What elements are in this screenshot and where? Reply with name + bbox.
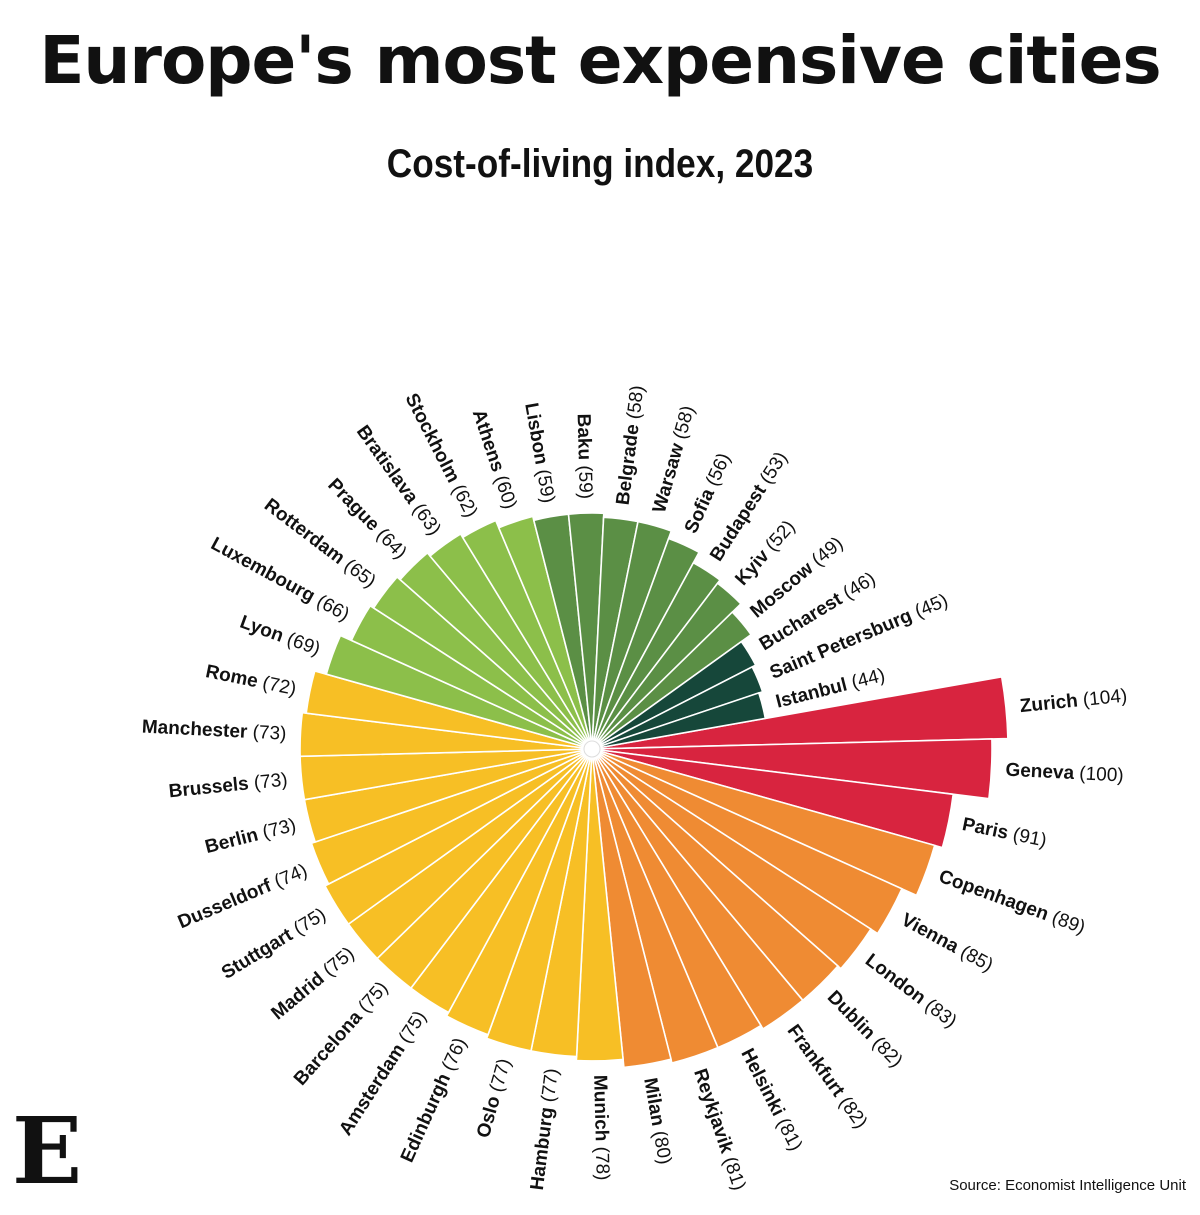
bar-stuttgart bbox=[323, 748, 593, 926]
bar-rotterdam bbox=[372, 575, 593, 750]
label-munich: Munich (78) bbox=[590, 1075, 614, 1181]
label-oslo: Oslo (77) bbox=[473, 1056, 515, 1140]
bar-vienna bbox=[591, 748, 903, 935]
label-reykjavik: Reykjavik (81) bbox=[690, 1066, 750, 1193]
bar-munich bbox=[575, 748, 624, 1062]
bar-stockholm bbox=[461, 519, 593, 750]
label-frankfurt: Frankfurt (82) bbox=[783, 1021, 872, 1133]
bar-moscow bbox=[591, 610, 753, 750]
bar-group bbox=[299, 512, 1009, 1069]
bar-reykjavik bbox=[591, 748, 719, 1064]
bar-istanbul bbox=[591, 691, 767, 750]
bar-geneva bbox=[591, 738, 993, 800]
label-manchester: Manchester (73) bbox=[141, 716, 287, 744]
bar-milan bbox=[591, 748, 672, 1069]
bar-london bbox=[591, 748, 873, 970]
bar-budapest bbox=[591, 561, 722, 750]
bar-bucharest bbox=[591, 640, 757, 750]
bar-athens bbox=[497, 515, 593, 750]
label-lisbon: Lisbon (59) bbox=[521, 401, 559, 504]
bar-prague bbox=[398, 551, 593, 750]
label-london: London (83) bbox=[861, 950, 960, 1032]
label-rome: Rome (72) bbox=[204, 661, 298, 700]
publisher-logo: E bbox=[12, 1097, 83, 1205]
bar-frankfurt bbox=[591, 748, 804, 1030]
bar-edinburgh bbox=[445, 748, 593, 1036]
bar-kyiv bbox=[591, 582, 743, 750]
label-geneva: Geneva (100) bbox=[1005, 759, 1124, 786]
label-warsaw: Warsaw (58) bbox=[648, 403, 698, 515]
label-paris: Paris (91) bbox=[960, 814, 1048, 852]
label-zurich: Zurich (104) bbox=[1019, 685, 1128, 717]
label-athens: Athens (60) bbox=[468, 407, 521, 512]
label-belgrade: Belgrade (58) bbox=[612, 384, 648, 506]
chart-title: Europe's most expensive cities bbox=[39, 22, 1161, 99]
bar-lyon bbox=[325, 634, 593, 750]
label-madrid: Madrid (75) bbox=[267, 943, 358, 1024]
bar-copenhagen bbox=[591, 748, 936, 897]
label-dublin: Dublin (82) bbox=[823, 986, 907, 1071]
label-brussels: Brussels (73) bbox=[168, 769, 289, 802]
bar-bratislava bbox=[428, 532, 593, 750]
label-helsinki: Helsinki (81) bbox=[737, 1045, 807, 1154]
source-note: Source: Economist Intelligence Unit bbox=[949, 1177, 1186, 1194]
bar-oslo bbox=[485, 748, 593, 1052]
chart-subtitle: Cost-of-living index, 2023 bbox=[386, 142, 814, 186]
bar-saint-petersburg bbox=[591, 665, 764, 750]
label-edinburgh: Edinburgh (76) bbox=[396, 1035, 470, 1166]
bar-sofia bbox=[591, 537, 701, 750]
label-lyon: Lyon (69) bbox=[237, 611, 323, 659]
bar-dusseldorf bbox=[310, 748, 593, 886]
label-berlin: Berlin (73) bbox=[203, 814, 298, 857]
label-baku: Baku (59) bbox=[573, 413, 596, 499]
bar-luxembourg bbox=[350, 604, 593, 750]
bar-manchester bbox=[299, 711, 593, 758]
bar-warsaw bbox=[591, 520, 673, 750]
label-vienna: Vienna (85) bbox=[898, 909, 997, 976]
center-hub bbox=[583, 740, 601, 758]
bar-baku bbox=[567, 512, 605, 750]
label-hamburg: Hamburg (77) bbox=[526, 1067, 562, 1191]
label-copenhagen: Copenhagen (89) bbox=[936, 866, 1088, 938]
label-milan: Milan (80) bbox=[640, 1076, 676, 1166]
